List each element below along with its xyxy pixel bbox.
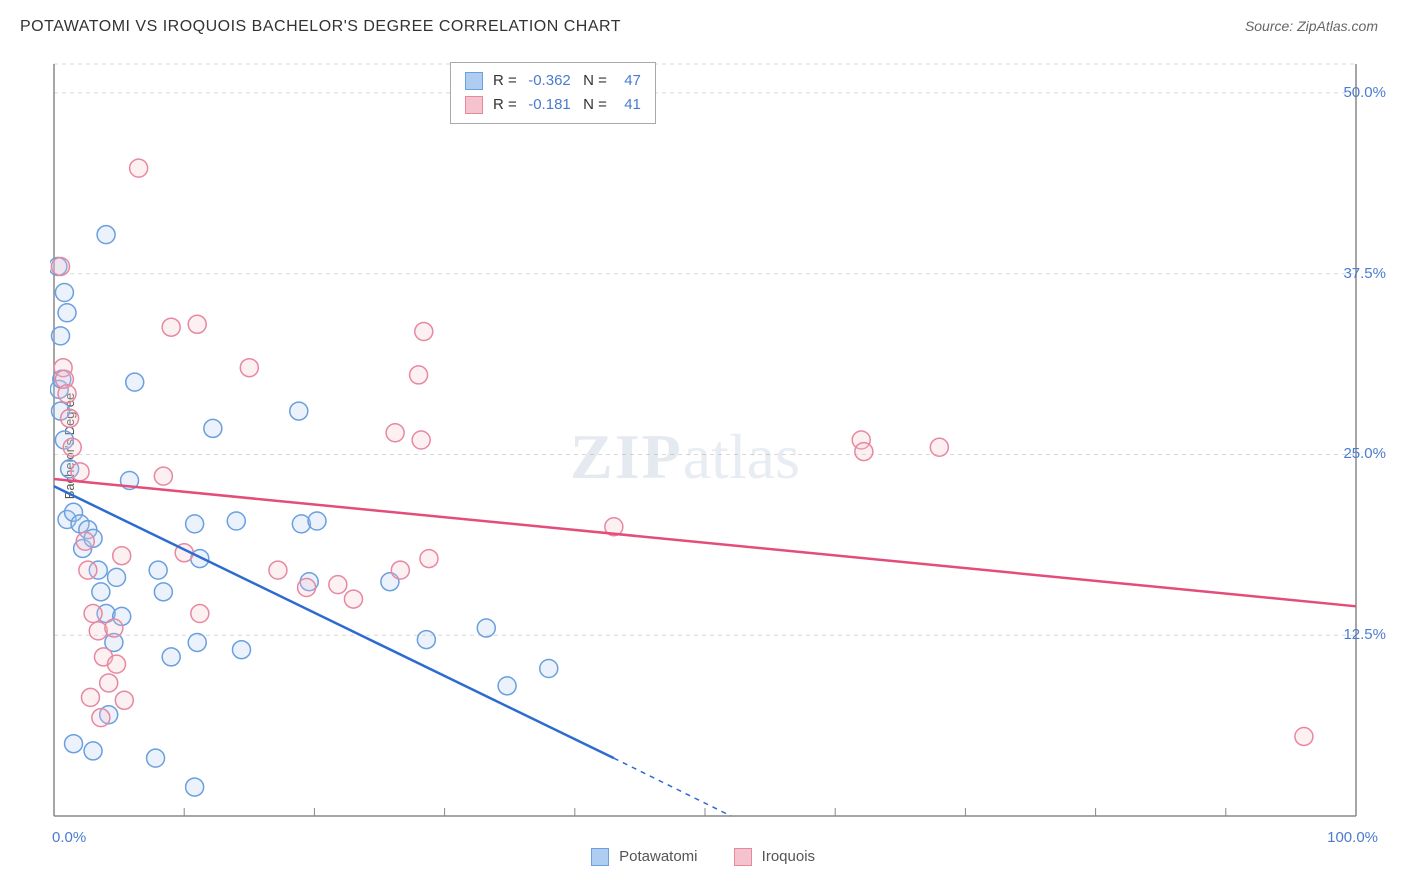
- y-tick-label: 25.0%: [1343, 445, 1386, 462]
- source-attribution: Source: ZipAtlas.com: [1245, 18, 1378, 34]
- legend-label: Potawatomi: [619, 848, 697, 865]
- scatter-chart-svg: [50, 60, 1360, 820]
- header: POTAWATOMI VS IROQUOIS BACHELOR'S DEGREE…: [20, 18, 1386, 48]
- chart-title: POTAWATOMI VS IROQUOIS BACHELOR'S DEGREE…: [20, 18, 621, 35]
- legend-item: Iroquois: [734, 848, 816, 866]
- x-tick-right: 100.0%: [1327, 829, 1378, 846]
- x-tick-left: 0.0%: [52, 829, 86, 846]
- y-tick-label: 12.5%: [1343, 626, 1386, 643]
- plot-area: [50, 60, 1360, 820]
- legend-swatch: [734, 848, 752, 866]
- stat-r-value: -0.362: [521, 69, 571, 93]
- stat-r-label: R =: [493, 72, 517, 89]
- legend-swatch: [465, 96, 483, 114]
- stat-r-value: -0.181: [521, 93, 571, 117]
- stat-n-label: N =: [583, 72, 607, 89]
- stat-r-label: R =: [493, 96, 517, 113]
- correlation-stats-box: R =-0.362 N =47R =-0.181 N =41: [450, 62, 656, 124]
- legend-swatch: [465, 72, 483, 90]
- legend-label: Iroquois: [762, 848, 815, 865]
- stats-row: R =-0.181 N =41: [465, 93, 641, 117]
- stat-n-value: 41: [611, 93, 641, 117]
- legend-swatch: [591, 848, 609, 866]
- bottom-legend: Potawatomi Iroquois: [0, 848, 1406, 866]
- stat-n-value: 47: [611, 69, 641, 93]
- stat-n-label: N =: [583, 96, 607, 113]
- stats-row: R =-0.362 N =47: [465, 69, 641, 93]
- chart-container: POTAWATOMI VS IROQUOIS BACHELOR'S DEGREE…: [0, 0, 1406, 892]
- y-tick-label: 37.5%: [1343, 265, 1386, 282]
- legend-item: Potawatomi: [591, 848, 698, 866]
- y-tick-label: 50.0%: [1343, 84, 1386, 101]
